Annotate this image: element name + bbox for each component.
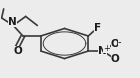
Text: F: F (94, 23, 101, 33)
Text: O: O (111, 39, 119, 49)
Text: +: + (103, 44, 110, 53)
Text: -: - (118, 37, 121, 47)
Text: N: N (8, 17, 17, 27)
Text: O: O (13, 46, 22, 56)
Text: N: N (98, 46, 107, 56)
Text: O: O (111, 54, 119, 64)
